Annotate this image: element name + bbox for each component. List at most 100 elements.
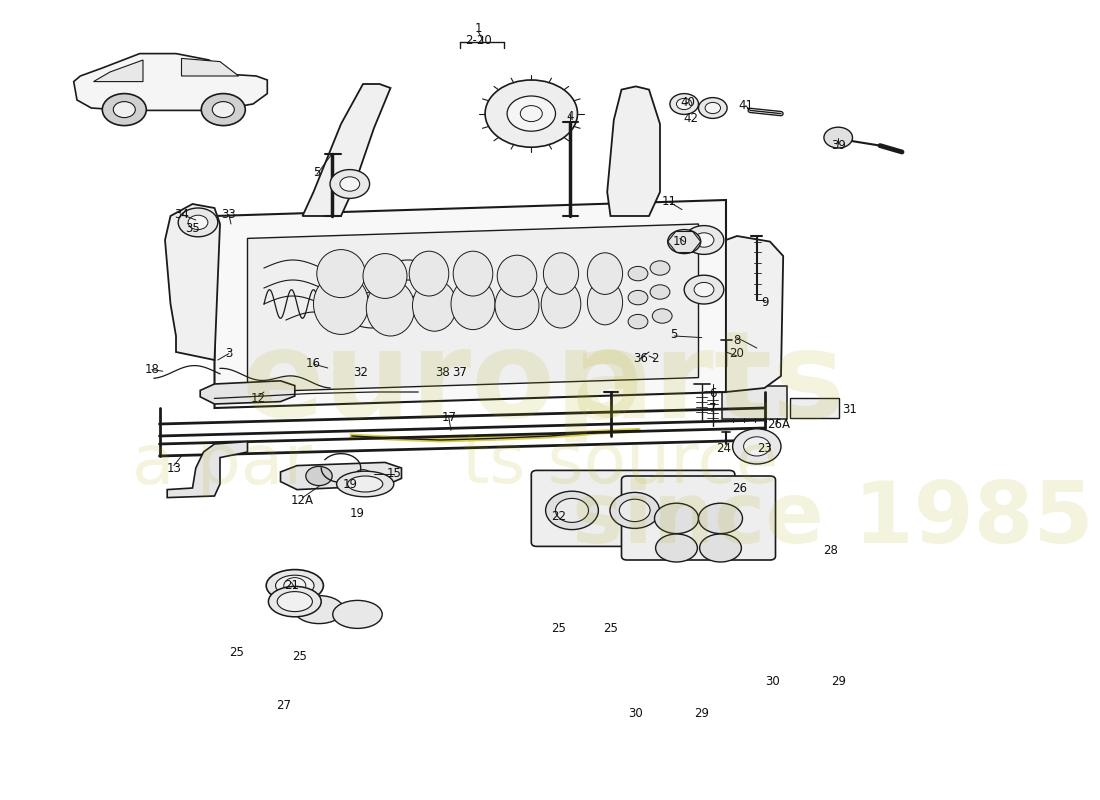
Circle shape xyxy=(201,94,245,126)
Circle shape xyxy=(306,466,332,486)
Text: 39: 39 xyxy=(830,139,846,152)
Ellipse shape xyxy=(268,586,321,617)
Text: 18: 18 xyxy=(144,363,159,376)
Text: 25: 25 xyxy=(603,622,618,634)
Ellipse shape xyxy=(266,570,323,602)
Circle shape xyxy=(705,102,720,114)
Text: 11: 11 xyxy=(661,195,676,208)
Circle shape xyxy=(670,94,698,114)
Ellipse shape xyxy=(366,280,415,336)
Ellipse shape xyxy=(317,250,365,298)
Circle shape xyxy=(668,230,701,254)
Polygon shape xyxy=(726,236,783,392)
Ellipse shape xyxy=(451,278,495,330)
Polygon shape xyxy=(248,224,698,392)
Ellipse shape xyxy=(587,253,623,294)
Ellipse shape xyxy=(363,254,407,298)
Ellipse shape xyxy=(656,534,697,562)
Circle shape xyxy=(354,470,372,482)
Ellipse shape xyxy=(495,282,539,330)
Polygon shape xyxy=(74,54,267,110)
Text: 33: 33 xyxy=(221,208,236,221)
Polygon shape xyxy=(165,204,220,360)
Text: 2: 2 xyxy=(651,352,658,365)
Text: 12A: 12A xyxy=(292,494,313,506)
Text: 5: 5 xyxy=(314,166,320,178)
Text: 23: 23 xyxy=(757,442,772,454)
Ellipse shape xyxy=(275,575,315,596)
Polygon shape xyxy=(280,462,402,490)
Circle shape xyxy=(652,309,672,323)
Circle shape xyxy=(733,429,781,464)
Ellipse shape xyxy=(412,280,456,331)
Text: 4: 4 xyxy=(566,110,573,122)
Text: 29: 29 xyxy=(694,707,710,720)
Circle shape xyxy=(113,102,135,118)
Circle shape xyxy=(698,98,727,118)
Text: 6: 6 xyxy=(710,387,716,400)
Text: 25: 25 xyxy=(292,650,307,662)
Text: 20: 20 xyxy=(729,347,745,360)
Circle shape xyxy=(824,127,852,148)
Text: 13: 13 xyxy=(166,462,182,474)
Text: 36: 36 xyxy=(632,352,648,365)
Circle shape xyxy=(628,290,648,305)
Ellipse shape xyxy=(541,280,581,328)
Text: 22: 22 xyxy=(551,510,566,522)
Text: ts source: ts source xyxy=(462,430,779,498)
Text: 29: 29 xyxy=(830,675,846,688)
Ellipse shape xyxy=(619,499,650,522)
Polygon shape xyxy=(94,60,143,82)
Circle shape xyxy=(694,282,714,297)
Circle shape xyxy=(628,314,648,329)
Text: 31: 31 xyxy=(842,403,857,416)
Circle shape xyxy=(684,226,724,254)
Ellipse shape xyxy=(609,493,659,529)
Text: 24: 24 xyxy=(716,442,732,454)
Ellipse shape xyxy=(546,491,598,530)
Text: a par: a par xyxy=(132,430,312,498)
Polygon shape xyxy=(302,84,390,216)
Circle shape xyxy=(485,80,578,147)
Circle shape xyxy=(744,437,770,456)
Polygon shape xyxy=(167,442,248,498)
Text: 30: 30 xyxy=(628,707,643,720)
Text: 41: 41 xyxy=(738,99,754,112)
Ellipse shape xyxy=(587,280,623,325)
Circle shape xyxy=(507,96,556,131)
Ellipse shape xyxy=(332,600,383,629)
Circle shape xyxy=(650,261,670,275)
Text: arts: arts xyxy=(572,326,846,442)
Text: 15: 15 xyxy=(386,467,402,480)
Circle shape xyxy=(628,266,648,281)
Text: 42: 42 xyxy=(683,112,698,125)
Polygon shape xyxy=(182,58,239,76)
Text: 3: 3 xyxy=(226,347,232,360)
Text: since 1985: since 1985 xyxy=(572,478,1093,562)
Bar xyxy=(790,398,839,418)
Circle shape xyxy=(694,233,714,247)
Circle shape xyxy=(102,94,146,126)
Text: 19: 19 xyxy=(342,478,358,490)
Text: 35: 35 xyxy=(185,222,200,234)
Text: 37: 37 xyxy=(452,366,468,378)
Text: 26A: 26A xyxy=(768,418,790,430)
Text: 32: 32 xyxy=(353,366,369,378)
Text: 10: 10 xyxy=(672,235,688,248)
Ellipse shape xyxy=(277,592,312,611)
Text: 25: 25 xyxy=(229,646,244,658)
Circle shape xyxy=(212,102,234,118)
Ellipse shape xyxy=(295,595,343,624)
Circle shape xyxy=(330,170,370,198)
Text: 8: 8 xyxy=(734,334,740,347)
Text: 21: 21 xyxy=(284,579,299,592)
Text: 9: 9 xyxy=(761,296,768,309)
Text: 16: 16 xyxy=(306,358,321,370)
Text: 12: 12 xyxy=(251,392,266,405)
Ellipse shape xyxy=(654,503,698,534)
Text: 40: 40 xyxy=(680,96,695,109)
Circle shape xyxy=(676,98,692,110)
FancyBboxPatch shape xyxy=(531,470,735,546)
Polygon shape xyxy=(200,381,295,404)
Ellipse shape xyxy=(314,274,369,334)
